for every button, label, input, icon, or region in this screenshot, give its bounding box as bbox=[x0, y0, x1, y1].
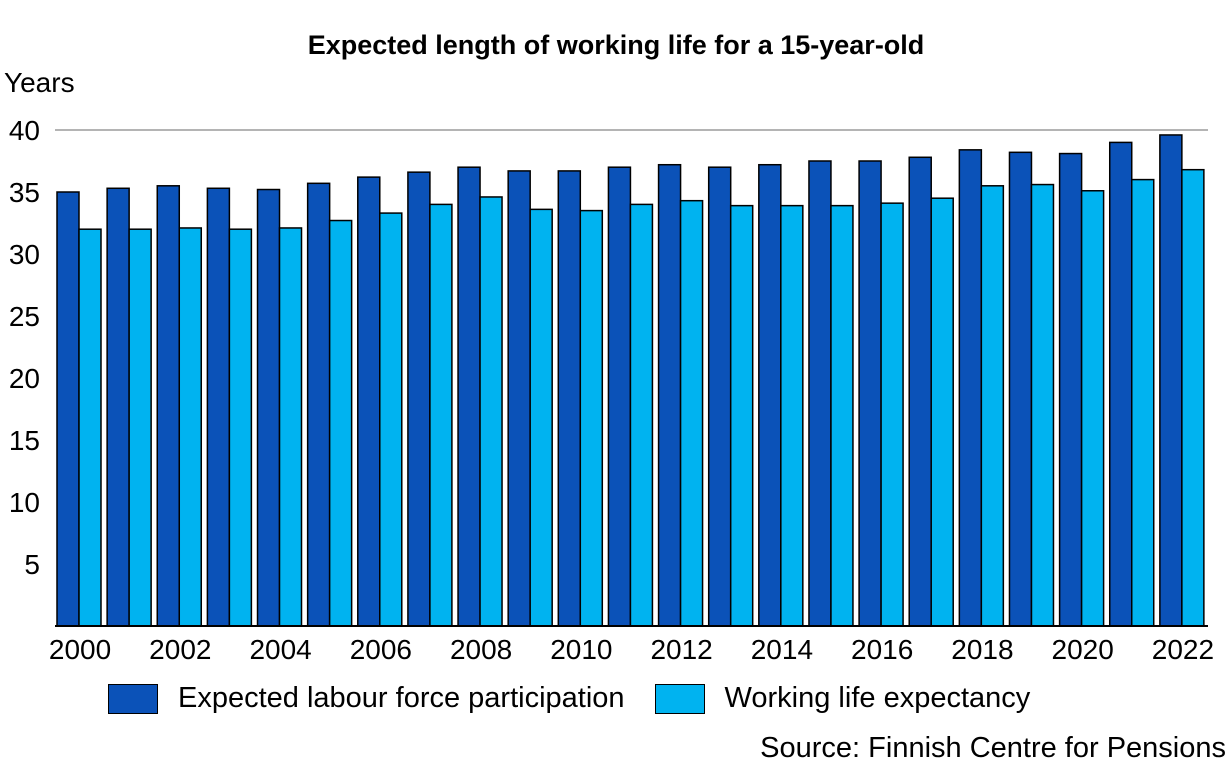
bar-participation-2005 bbox=[306, 182, 331, 627]
bar-participation-2021 bbox=[1108, 141, 1133, 627]
bar-participation-2002 bbox=[156, 185, 181, 627]
legend-swatch-expectancy bbox=[654, 683, 705, 714]
bar-expectancy-2016 bbox=[880, 202, 904, 627]
bar-participation-2015 bbox=[808, 160, 832, 627]
bar-expectancy-2009 bbox=[529, 208, 553, 627]
x-tick-label: 2006 bbox=[350, 634, 412, 665]
y-tick-label: 30 bbox=[9, 239, 40, 270]
bar-expectancy-2015 bbox=[830, 204, 854, 627]
bar-expectancy-2021 bbox=[1130, 178, 1155, 627]
bar-participation-2013 bbox=[707, 166, 732, 627]
bar-participation-2014 bbox=[758, 163, 782, 627]
bar-expectancy-2019 bbox=[1030, 183, 1055, 627]
x-tick-label: 2014 bbox=[751, 634, 813, 665]
y-tick-label: 35 bbox=[9, 177, 40, 208]
bar-participation-2006 bbox=[357, 176, 381, 627]
bar-expectancy-2004 bbox=[278, 227, 303, 627]
x-tick-label: 2010 bbox=[550, 634, 612, 665]
bar-participation-2003 bbox=[206, 187, 231, 627]
x-tick-label: 2002 bbox=[149, 634, 211, 665]
x-tick-label: 2012 bbox=[650, 634, 712, 665]
bar-participation-2007 bbox=[407, 171, 431, 627]
legend-label-participation: Expected labour force participation bbox=[178, 682, 625, 714]
bar-expectancy-2003 bbox=[228, 228, 253, 627]
x-tick-label: 2004 bbox=[249, 634, 311, 665]
bar-expectancy-2010 bbox=[579, 209, 604, 627]
x-tick-labels: 2000 2002 2004 2006 2008 2010 2012 2014 2016 2018… bbox=[49, 634, 1214, 665]
bar-participation-2004 bbox=[256, 188, 281, 627]
x-tick-label: 2016 bbox=[851, 634, 913, 665]
bar-participation-2008 bbox=[457, 166, 481, 627]
bar-expectancy-2002 bbox=[178, 227, 203, 627]
x-tick-label: 2020 bbox=[1052, 634, 1114, 665]
bar-participation-2011 bbox=[607, 166, 632, 627]
bar-participation-2017 bbox=[908, 156, 932, 627]
y-tick-label: 10 bbox=[9, 487, 40, 518]
bars bbox=[56, 134, 1205, 627]
y-tick-label: 40 bbox=[9, 115, 40, 146]
legend-label-expectancy: Working life expectancy bbox=[724, 682, 1031, 714]
x-tick-label: 2008 bbox=[450, 634, 512, 665]
bar-expectancy-2000 bbox=[78, 228, 102, 627]
bar-participation-2018 bbox=[958, 149, 983, 627]
bar-participation-2012 bbox=[657, 163, 682, 627]
y-axis-label: Years bbox=[4, 67, 75, 98]
y-tick-label: 20 bbox=[9, 363, 40, 394]
bar-expectancy-2014 bbox=[780, 204, 804, 627]
bar-expectancy-2006 bbox=[379, 212, 403, 627]
bar-participation-2009 bbox=[507, 170, 531, 627]
chart-title: Expected length of working life for a 15… bbox=[307, 30, 925, 60]
bar-expectancy-2013 bbox=[729, 204, 754, 627]
y-tick-label: 15 bbox=[9, 425, 40, 456]
bar-participation-2016 bbox=[858, 160, 882, 627]
legend: Expected labour force participation Work… bbox=[108, 682, 1060, 715]
x-tick-label: 2022 bbox=[1152, 634, 1214, 665]
bar-participation-2020 bbox=[1058, 152, 1083, 627]
bar-expectancy-2022 bbox=[1181, 168, 1205, 627]
x-tick-label: 2018 bbox=[951, 634, 1013, 665]
source-note: Source: Finnish Centre for Pensions bbox=[760, 732, 1226, 764]
y-tick-label: 25 bbox=[9, 301, 40, 332]
legend-item-expectancy: Working life expectancy bbox=[654, 682, 1031, 715]
bar-participation-2022 bbox=[1159, 134, 1183, 627]
bar-expectancy-2001 bbox=[128, 228, 152, 627]
bar-participation-2000 bbox=[56, 191, 80, 627]
bar-expectancy-2012 bbox=[679, 199, 704, 627]
bar-expectancy-2018 bbox=[980, 185, 1005, 627]
y-tick-labels: 5 10 15 20 25 30 35 40 bbox=[9, 115, 40, 580]
legend-swatch-participation bbox=[108, 683, 158, 714]
y-tick-label: 5 bbox=[24, 549, 40, 580]
bar-expectancy-2017 bbox=[930, 197, 954, 627]
bar-participation-2001 bbox=[106, 187, 130, 627]
bar-expectancy-2020 bbox=[1080, 190, 1105, 627]
bar-participation-2019 bbox=[1008, 151, 1033, 627]
x-tick-label: 2000 bbox=[49, 634, 111, 665]
bar-participation-2010 bbox=[557, 170, 582, 627]
legend-item-participation: Expected labour force participation bbox=[108, 682, 625, 715]
bar-expectancy-2008 bbox=[479, 196, 503, 627]
bar-expectancy-2011 bbox=[629, 203, 654, 627]
bar-expectancy-2005 bbox=[328, 219, 353, 627]
bar-expectancy-2007 bbox=[429, 203, 453, 627]
